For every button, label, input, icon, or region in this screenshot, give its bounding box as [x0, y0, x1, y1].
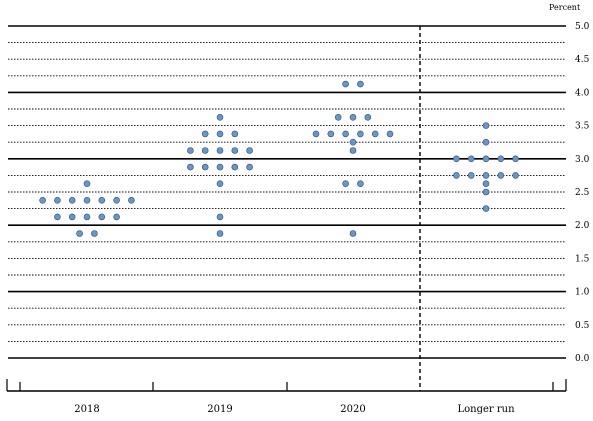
- data-point: [349, 138, 357, 146]
- y-tick-label: 4.0: [575, 88, 590, 98]
- data-point: [113, 213, 120, 221]
- data-point: [349, 114, 357, 121]
- data-point: [357, 180, 364, 187]
- data-point: [246, 163, 253, 171]
- data-point: [68, 213, 76, 221]
- data-point: [312, 130, 320, 138]
- y-tick-label: 4.5: [575, 55, 590, 65]
- data-point: [512, 172, 519, 179]
- y-tick-label: 2.5: [575, 188, 590, 198]
- data-point: [231, 147, 239, 154]
- y-tick-label: 3.0: [575, 155, 590, 165]
- labels: 0.0 0.5 1.0 1.5 2.0 2.5 3.0 3.5 4.0 4.5 5.0 Percent…: [74, 3, 589, 415]
- data-point: [349, 147, 357, 154]
- data-point: [113, 197, 120, 204]
- data-point: [76, 230, 83, 237]
- data-point: [357, 80, 364, 88]
- data-point: [216, 114, 224, 121]
- data-point: [371, 130, 379, 138]
- data-point: [467, 155, 475, 163]
- data-point: [216, 163, 224, 171]
- data-point: [342, 130, 349, 138]
- data-point: [334, 114, 342, 121]
- data-point: [342, 180, 349, 187]
- axes: [6, 26, 567, 392]
- data-point: [497, 155, 505, 163]
- category-label: 2018: [74, 404, 99, 415]
- category-label: Longer run: [457, 404, 515, 415]
- y-tick-label: 5.0: [575, 22, 590, 32]
- data-point: [357, 130, 364, 138]
- y-tick-label: 3.5: [575, 122, 590, 132]
- data-point: [453, 155, 460, 163]
- y-tick-label: 0.5: [575, 321, 590, 331]
- data-point: [91, 230, 98, 237]
- data-point: [497, 172, 505, 179]
- y-tick-label: 1.0: [575, 288, 590, 298]
- data-point: [216, 213, 224, 221]
- data-point: [246, 147, 253, 154]
- data-point: [342, 80, 349, 88]
- data-point: [453, 172, 460, 179]
- data-point: [216, 230, 224, 237]
- data-point: [231, 163, 239, 171]
- y-tick-label: 2.0: [575, 221, 590, 231]
- unit-label: Percent: [549, 3, 581, 12]
- data-point: [201, 163, 209, 171]
- data-point: [128, 197, 135, 204]
- data-point: [467, 172, 475, 179]
- data-point: [216, 147, 224, 154]
- data-point: [201, 130, 209, 138]
- y-tick-label: 0.0: [575, 354, 590, 364]
- category-label: 2019: [207, 404, 232, 415]
- data-point: [327, 130, 335, 138]
- data-point: [482, 188, 490, 196]
- data-point: [68, 197, 76, 204]
- data-point: [512, 155, 519, 163]
- data-point: [231, 130, 239, 138]
- data-point: [386, 130, 394, 138]
- gridlines: [8, 25, 566, 359]
- data-point: [83, 197, 91, 204]
- data-point: [482, 205, 490, 212]
- data-point: [364, 114, 372, 121]
- data-point: [187, 147, 194, 154]
- data-point: [216, 180, 224, 187]
- data-points: [39, 80, 519, 237]
- data-point: [482, 155, 490, 163]
- data-point: [54, 213, 61, 221]
- data-point: [39, 197, 46, 204]
- data-point: [482, 172, 490, 179]
- data-point: [201, 147, 209, 154]
- data-point: [482, 122, 490, 129]
- data-point: [83, 180, 91, 187]
- data-point: [187, 163, 194, 171]
- data-point: [216, 130, 224, 138]
- data-point: [83, 213, 91, 221]
- data-point: [482, 138, 490, 146]
- data-point: [98, 197, 106, 204]
- data-point: [349, 230, 357, 237]
- data-point: [482, 180, 490, 187]
- data-point: [98, 213, 106, 221]
- category-label: 2020: [340, 404, 365, 415]
- data-point: [54, 197, 61, 204]
- y-tick-label: 1.5: [575, 254, 590, 264]
